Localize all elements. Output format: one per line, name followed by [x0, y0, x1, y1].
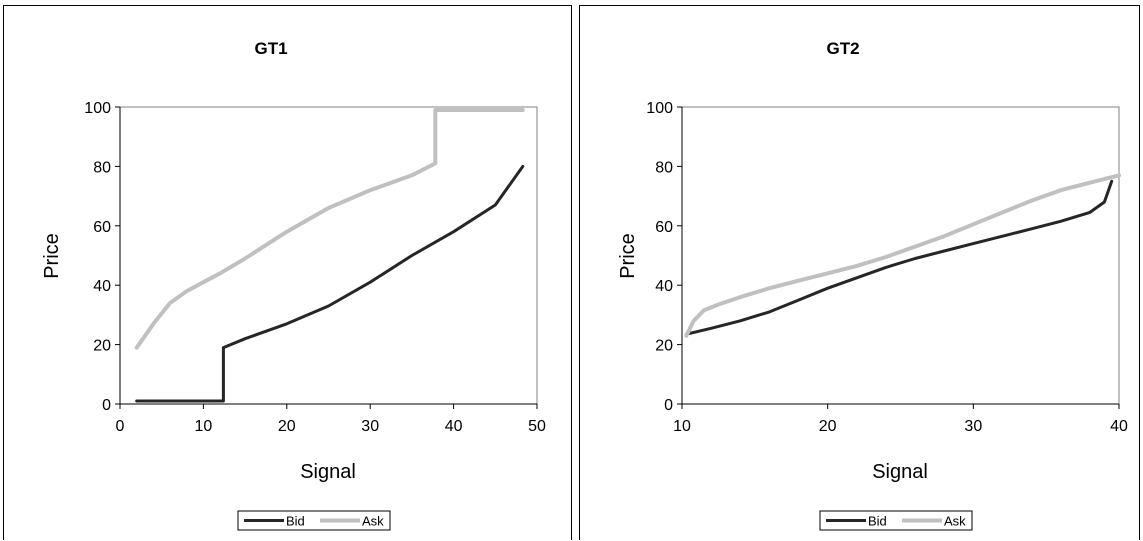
chart-title: GT2	[826, 39, 859, 58]
x-tick-label: 0	[116, 418, 125, 435]
chart-gt1: GT1 0 20 40 60 80 100 0 10 20 30 40 50 Signal Price Bid…	[41, 39, 546, 531]
y-tick-label: 60	[93, 219, 111, 236]
legend-box	[819, 510, 973, 531]
chart-panel-gt2: GT2 0 20 40 60 80 100 10 20 30 40 Signal Price Bid Ask	[579, 5, 1140, 540]
y-tick-label: 100	[646, 100, 673, 117]
x-tick-label: 30	[964, 418, 982, 435]
chart-gt2: GT2 0 20 40 60 80 100 10 20 30 40 Signal Price Bid Ask	[617, 39, 1128, 531]
series-line-bid	[135, 164, 525, 403]
y-tick-label: 60	[655, 219, 673, 236]
legend-label-ask: Ask	[362, 514, 384, 529]
x-tick-label: 40	[1110, 418, 1128, 435]
y-tick-label: 40	[93, 278, 111, 295]
y-axis-label: Price	[617, 233, 639, 279]
y-tick-label: 0	[102, 397, 111, 414]
y-tick-label: 0	[664, 397, 673, 414]
x-tick-label: 20	[819, 418, 837, 435]
y-tick-label: 80	[93, 159, 111, 176]
plot-area	[119, 106, 538, 405]
legend-box	[237, 510, 391, 531]
x-tick-label: 50	[528, 418, 546, 435]
plot-area	[681, 106, 1120, 405]
series-line-bid	[684, 179, 1114, 336]
legend-label-bid: Bid	[868, 514, 887, 529]
series-line-ask	[134, 108, 525, 350]
y-tick-label: 20	[655, 338, 673, 355]
x-tick-label: 40	[445, 418, 463, 435]
legend-label-bid: Bid	[286, 514, 305, 529]
y-tick-label: 80	[655, 159, 673, 176]
x-tick-label: 10	[195, 418, 213, 435]
x-tick-label: 10	[673, 418, 691, 435]
chart-panel-gt1: GT1 0 20 40 60 80 100 0 10 20 30 40 50 Signal Price Bid…	[3, 5, 572, 540]
chart-title: GT1	[254, 39, 287, 58]
y-tick-label: 100	[84, 100, 111, 117]
series-line-ask	[684, 173, 1121, 338]
x-tick-label: 30	[361, 418, 379, 435]
x-axis-label: Signal	[300, 461, 356, 483]
y-tick-label: 40	[655, 278, 673, 295]
y-axis-label: Price	[41, 233, 63, 279]
legend-label-ask: Ask	[944, 514, 966, 529]
x-tick-label: 20	[278, 418, 296, 435]
y-tick-label: 20	[93, 338, 111, 355]
x-axis-label: Signal	[872, 461, 928, 483]
